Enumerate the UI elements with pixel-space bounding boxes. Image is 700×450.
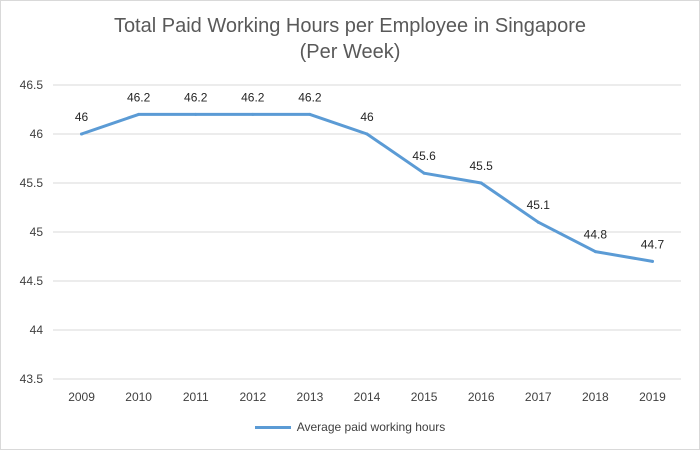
x-tick-label: 2012 [239, 390, 266, 404]
x-tick-label: 2011 [183, 390, 209, 404]
chart-title: Total Paid Working Hours per Employee in… [113, 15, 587, 37]
x-tick-label: 2017 [525, 390, 552, 404]
x-tick-label: 2013 [297, 390, 324, 404]
data-point [251, 112, 255, 116]
x-axis-ticks: 2009 2010 2011 2012 2013 2014 2015 2016 2017 2018… [68, 390, 666, 404]
data-label: 46.2 [127, 90, 151, 104]
legend: Average paid working hours [1, 420, 699, 434]
x-tick-label: 2018 [582, 390, 609, 404]
y-tick-label: 46.5 [20, 78, 44, 92]
data-point [593, 250, 597, 254]
data-point [422, 171, 426, 175]
chart-subtitle: (Per Week) [299, 41, 401, 63]
chart-title-block: Total Paid Working Hours per Employee in… [1, 13, 699, 65]
series-line [80, 112, 654, 263]
x-tick-label: 2019 [639, 390, 666, 404]
data-label: 45.1 [527, 198, 551, 212]
y-tick-label: 46 [30, 127, 44, 141]
data-label: 44.7 [641, 237, 665, 251]
data-label: 46.2 [241, 90, 265, 104]
x-tick-label: 2010 [125, 390, 152, 404]
data-point [536, 220, 540, 224]
data-point [650, 259, 654, 263]
y-tick-label: 44 [30, 323, 44, 337]
data-label: 46 [75, 110, 89, 124]
data-point [194, 112, 198, 116]
y-tick-label: 45 [30, 225, 44, 239]
x-tick-label: 2014 [354, 390, 381, 404]
y-tick-label: 45.5 [20, 176, 44, 190]
x-tick-label: 2016 [468, 390, 495, 404]
y-tick-label: 43.5 [20, 372, 44, 386]
data-point [365, 132, 369, 136]
y-axis-ticks: 43.5 44 44.5 45 45.5 46 46.5 [20, 78, 44, 386]
legend-swatch [254, 425, 291, 429]
data-label: 46.2 [298, 90, 322, 104]
data-point [479, 181, 483, 185]
y-tick-label: 44.5 [20, 274, 44, 288]
x-tick-label: 2015 [411, 390, 438, 404]
series-lines [80, 112, 654, 263]
data-label: 45.5 [470, 159, 494, 173]
data-point [80, 132, 84, 136]
data-point [308, 112, 312, 116]
x-tick-label: 2009 [68, 390, 95, 404]
data-label: 45.6 [412, 149, 436, 163]
data-label: 46 [360, 110, 374, 124]
data-labels: 46 46.2 46.2 46.2 46.2 46 45.6 45.5 45.1 44.8 44.7 [75, 90, 665, 251]
data-point [137, 112, 141, 116]
data-label: 46.2 [184, 90, 208, 104]
data-label: 44.8 [584, 228, 608, 242]
legend-label: Average paid working hours [296, 420, 446, 434]
